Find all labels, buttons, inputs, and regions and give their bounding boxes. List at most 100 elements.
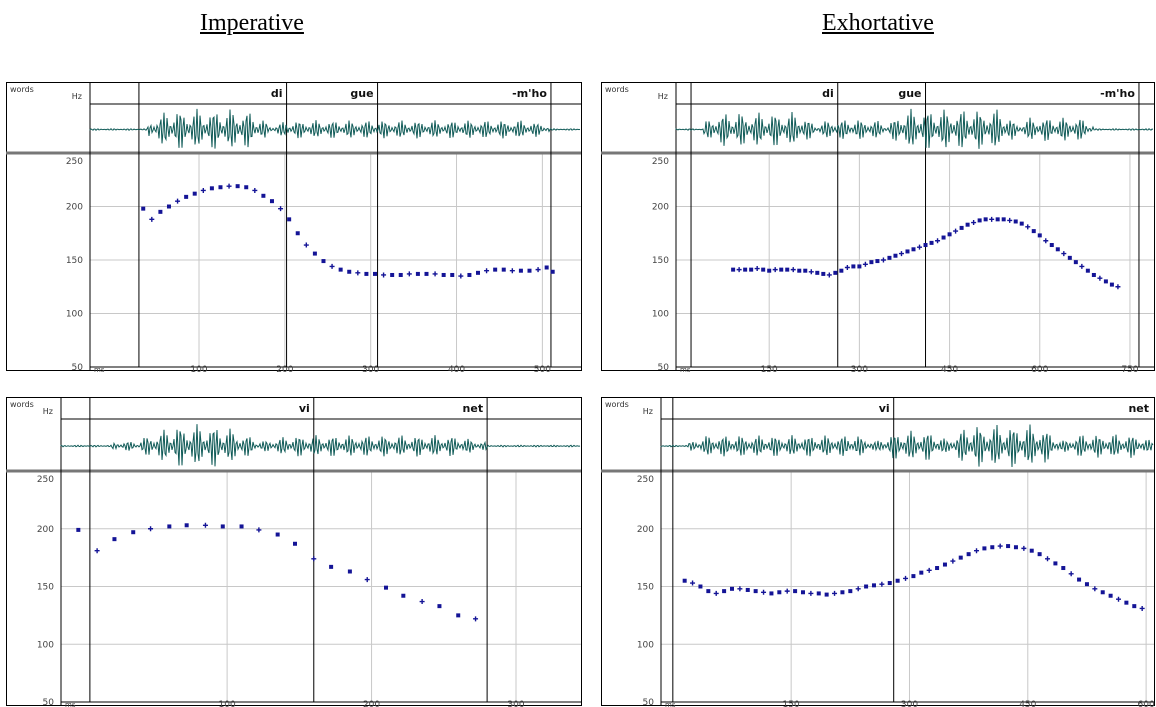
pitch-point — [769, 591, 774, 596]
pitch-point — [261, 193, 266, 198]
pitch-point — [94, 548, 100, 554]
pitch-point — [1084, 582, 1089, 587]
tier-label: words — [605, 400, 629, 409]
pitch-point — [731, 267, 736, 272]
pitch-point — [484, 268, 490, 274]
pitch-point — [175, 198, 181, 204]
word-label: net — [463, 402, 484, 415]
pitch-point — [419, 599, 425, 605]
x-tick-label: 300 — [507, 700, 524, 707]
x-tick-label: 100 — [219, 700, 236, 707]
pitch-point — [295, 231, 300, 236]
pitch-point — [690, 580, 696, 586]
pitch-point — [112, 537, 117, 542]
unit-label: Hz — [72, 92, 82, 101]
pitch-point — [329, 564, 334, 569]
y-tick-label: 200 — [66, 203, 83, 213]
word-label: gue — [898, 87, 921, 100]
pitch-point — [148, 526, 154, 532]
pitch-point — [997, 543, 1003, 549]
y-tick-label: 50 — [43, 698, 55, 707]
y-tick-label: 100 — [37, 640, 54, 650]
waveform-trace — [60, 424, 581, 467]
pitch-point — [832, 590, 838, 596]
x-tick-label: 450 — [941, 365, 958, 372]
pitch-point — [355, 270, 361, 276]
pitch-point — [1061, 566, 1066, 571]
pitch-point — [384, 585, 388, 590]
tier-label: words — [10, 400, 34, 409]
panel-frame — [6, 82, 582, 371]
x-tick-label: 600 — [1031, 365, 1048, 372]
pitch-point — [509, 268, 515, 274]
y-tick-label: 100 — [652, 310, 669, 320]
pitch-point — [527, 268, 532, 273]
tier-label: words — [10, 85, 34, 94]
x-tick-label: 750 — [1121, 365, 1138, 372]
pitch-point — [911, 574, 916, 579]
pitch-point — [919, 570, 924, 575]
pitch-point — [879, 581, 885, 587]
pitch-point — [372, 271, 377, 276]
pitch-point — [990, 545, 995, 550]
pitch-point — [965, 222, 970, 227]
pitch-point — [950, 558, 956, 564]
pitch-point — [329, 263, 335, 269]
pitch-point — [437, 604, 442, 609]
word-label: vi — [879, 402, 890, 415]
pitch-point — [1079, 263, 1085, 269]
pitch-point — [473, 616, 479, 622]
y-tick-label: 150 — [66, 256, 83, 266]
pitch-point — [1077, 577, 1082, 582]
pitch-point — [364, 271, 369, 276]
pitch-point — [1115, 284, 1121, 290]
pitch-point — [209, 186, 214, 191]
pitch-point — [736, 267, 742, 273]
pitch-point — [953, 228, 959, 234]
pitch-point — [777, 590, 782, 595]
y-tick-label: 50 — [643, 698, 655, 707]
pitch-point — [905, 249, 910, 254]
pitch-point — [218, 185, 223, 190]
pitch-point — [1085, 268, 1090, 273]
waveform-trace — [660, 424, 1154, 468]
unit-label: Hz — [643, 407, 653, 416]
pitch-point — [275, 532, 280, 537]
pitch-point — [149, 216, 155, 222]
pitch-point — [1019, 221, 1024, 226]
pitch-point — [1067, 255, 1072, 260]
y-tick-label: 250 — [37, 475, 54, 485]
column-title-exhortative: Exhortative — [822, 10, 934, 36]
pitch-point — [875, 259, 880, 264]
pitch-point — [848, 589, 853, 594]
pitch-point — [287, 217, 292, 222]
pitch-point — [824, 592, 829, 597]
pitch-point — [406, 271, 412, 277]
pitch-point — [893, 253, 898, 258]
pitch-point — [935, 238, 941, 244]
pitch-point — [982, 546, 987, 551]
pitch-point — [911, 247, 916, 252]
pitch-point — [947, 232, 952, 237]
pitch-point — [293, 541, 297, 546]
pitch-point — [501, 267, 506, 272]
y-tick-label: 100 — [66, 310, 83, 320]
pitch-point — [493, 267, 498, 272]
x-tick-label: 150 — [761, 365, 778, 372]
waveform-trace — [89, 108, 581, 149]
pitch-point — [311, 556, 317, 562]
pitch-point — [544, 265, 549, 270]
pitch-point — [550, 269, 555, 274]
pitch-point — [252, 187, 258, 193]
pitch-point — [926, 567, 932, 573]
x-unit-label: ms — [94, 366, 105, 372]
pitch-point — [76, 527, 81, 532]
pitch-point — [821, 271, 826, 276]
pitch-point — [1049, 243, 1054, 248]
y-tick-label: 150 — [37, 583, 54, 593]
column-title-imperative: Imperative — [200, 10, 304, 36]
pitch-point — [415, 271, 420, 276]
pitch-point — [398, 272, 403, 277]
pitch-point — [166, 204, 171, 209]
pitch-point — [450, 272, 455, 277]
